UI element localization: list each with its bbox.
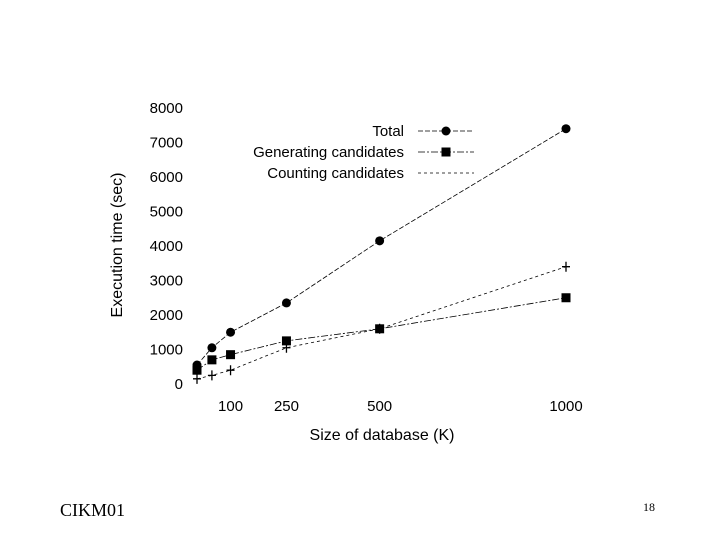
y-tick-label: 7000 — [150, 135, 183, 152]
footer-label: CIKM01 — [60, 500, 126, 520]
x-tick-label: 250 — [274, 398, 299, 415]
data-point — [193, 373, 201, 384]
y-tick-label: 4000 — [150, 238, 183, 255]
y-tick-label: 3000 — [150, 273, 183, 290]
data-point — [281, 336, 291, 346]
x-tick-label: 500 — [367, 398, 392, 415]
x-axis-title: Size of database (K) — [310, 427, 455, 444]
series-line — [196, 266, 567, 380]
x-axis: 100 250 500 1000 — [218, 398, 583, 415]
data-point — [561, 124, 571, 134]
data-point — [226, 365, 235, 376]
data-point — [192, 365, 202, 375]
x-tick-label: 1000 — [549, 398, 582, 415]
y-tick-label: 5000 — [150, 204, 183, 221]
data-point — [281, 298, 291, 308]
y-tick-label: 2000 — [150, 307, 183, 324]
legend-label: Total — [372, 123, 404, 140]
data-point — [207, 355, 217, 365]
legend-label: Counting candidates — [267, 165, 404, 182]
y-tick-label: 0 — [175, 376, 183, 393]
data-point — [207, 370, 216, 381]
plot-series — [192, 124, 571, 384]
data-point — [282, 342, 291, 353]
y-tick-label: 6000 — [150, 169, 183, 186]
data-point — [375, 323, 384, 334]
x-tick-label: 100 — [218, 398, 243, 415]
y-axis-title: Execution time (sec) — [109, 173, 126, 318]
y-tick-label: 1000 — [150, 342, 183, 359]
legend-marker — [441, 147, 451, 157]
data-point — [226, 350, 236, 360]
data-point — [561, 293, 571, 303]
data-point — [562, 261, 570, 272]
legend-marker — [441, 126, 451, 136]
y-tick-label: 8000 — [150, 100, 183, 117]
data-point — [207, 343, 217, 353]
data-point — [375, 236, 385, 246]
legend: Total Generating candidates Counting candi… — [253, 123, 474, 182]
data-point — [226, 327, 236, 337]
legend-label: Generating candidates — [253, 144, 404, 161]
y-axis: 0 1000 2000 3000 4000 5000 6000 7000 8000 — [150, 100, 183, 393]
series-line — [196, 297, 567, 371]
page-number: 18 — [643, 500, 655, 514]
series-line — [196, 128, 567, 366]
